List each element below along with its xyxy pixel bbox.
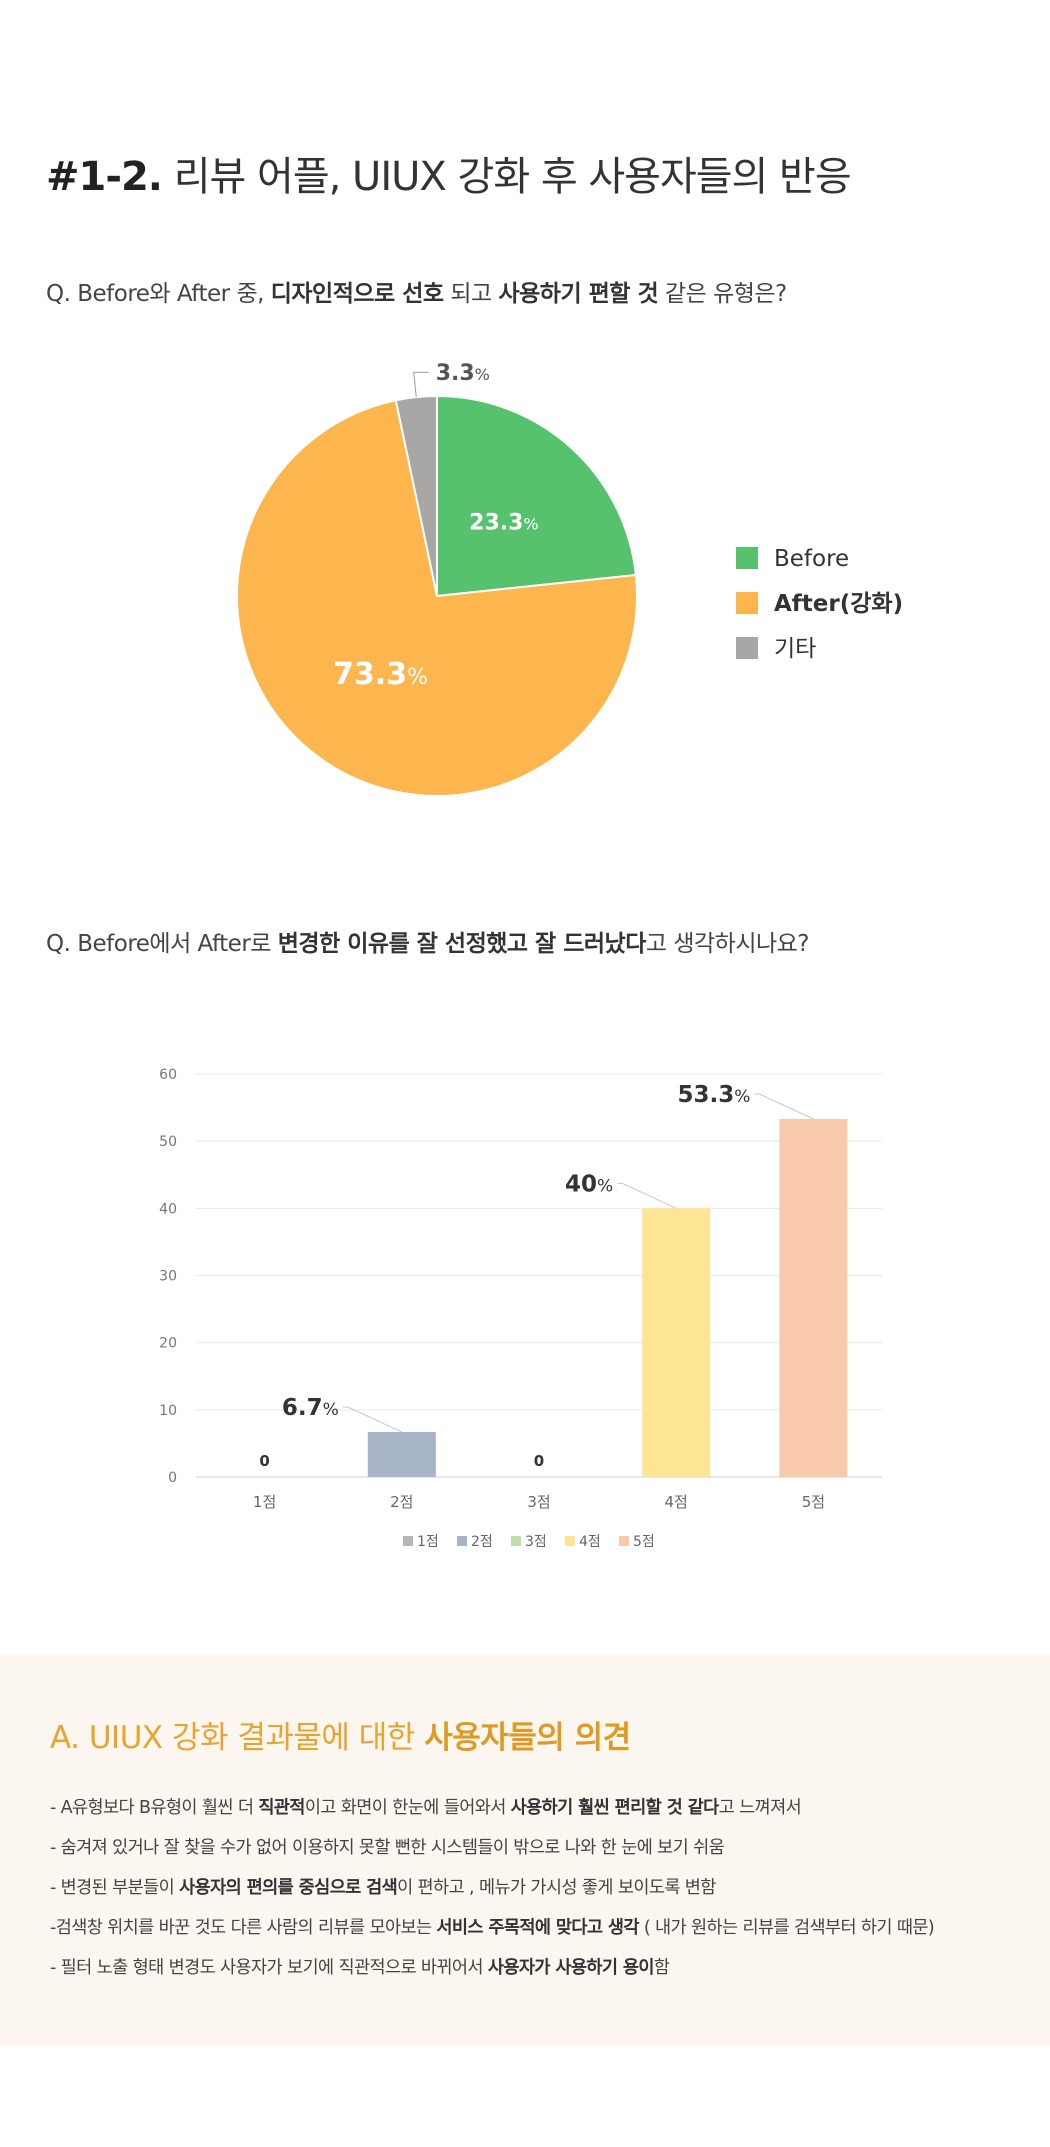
question-2-emphasis: 변경한 이유를 잘 선정했고 잘 드러났다 — [277, 931, 647, 957]
question-1-text: 되고 — [443, 281, 499, 307]
bar — [367, 1431, 436, 1477]
legend-swatch — [736, 592, 758, 614]
legend-label: 5점 — [633, 1534, 655, 1550]
question-2-text: 고 생각하시나요? — [645, 931, 810, 957]
legend-swatch — [565, 1536, 575, 1546]
leader-line — [754, 1093, 814, 1120]
bar — [779, 1119, 848, 1477]
question-1-text: 같은 유형은? — [658, 281, 787, 307]
opinion-heading-emphasis: 사용자들의 의견 — [424, 1720, 631, 1756]
y-tick-label: 30 — [159, 1269, 177, 1285]
opinion-heading: A. UIUX 강화 결과물에 대한 사용자들의 의견 — [50, 1712, 631, 1757]
legend-label: Before — [774, 546, 849, 572]
bar-value-label: 53.3% — [677, 1082, 750, 1108]
y-tick-label: 10 — [159, 1403, 177, 1419]
section-title: 리뷰 어플, UIUX 강화 후 사용자들의 반응 — [173, 154, 852, 200]
x-tick-label: 5점 — [802, 1493, 825, 1511]
legend-label: 2점 — [471, 1534, 493, 1550]
question-1-emphasis: 사용하기 편할 것 — [498, 281, 659, 307]
x-tick-label: 1점 — [253, 1493, 276, 1511]
question-1-emphasis: 디자인적으로 선호 — [270, 281, 444, 307]
legend-swatch — [619, 1536, 629, 1546]
bar-value-label: 0 — [259, 1452, 269, 1470]
x-tick-label: 3점 — [527, 1493, 550, 1511]
bar-chart: 0 10 20 30 40 50 60 0 1점 6.7% 2점 0 3점 40% 4점 53.3% 5점 1점 2… — [159, 1067, 882, 1550]
section-number: #1-2. — [46, 154, 163, 200]
bar-value-label: 40% — [565, 1171, 613, 1197]
legend-swatch — [736, 547, 758, 569]
bar-value-label: 6.7% — [282, 1395, 339, 1421]
leader-line — [617, 1182, 677, 1209]
question-1-text: Q. Before와 After 중, — [46, 281, 271, 307]
legend-label: 기타 — [774, 636, 816, 662]
page-title: #1-2. 리뷰 어플, UIUX 강화 후 사용자들의 반응 — [46, 144, 852, 202]
slice-label: 3.3% — [436, 361, 490, 386]
legend-swatch — [736, 637, 758, 659]
y-tick-label: 40 — [159, 1201, 177, 1217]
question-2: Q. Before에서 After로 변경한 이유를 잘 선정했고 잘 드러났다… — [46, 924, 810, 958]
legend-swatch — [457, 1536, 467, 1546]
x-tick-label: 4점 — [665, 1493, 688, 1511]
legend-label: After(강화) — [774, 591, 903, 617]
bar-value-label: 0 — [534, 1452, 544, 1470]
leader-line — [342, 1406, 403, 1433]
pie-slice — [436, 394, 637, 598]
y-tick-label: 60 — [159, 1067, 177, 1083]
opinion-item: - 숨겨져 있거나 잘 찾을 수가 없어 이용하지 못할 뻔한 시스템들이 밖으… — [50, 1838, 725, 1858]
bar — [642, 1208, 711, 1477]
question-2-text: Q. Before에서 After로 — [46, 931, 278, 957]
pie-slice — [394, 394, 438, 597]
slice-label: 23.3% — [469, 510, 538, 535]
pie-chart: 23.3% 73.3% 3.3% Before After(강화) 기타 — [236, 361, 903, 797]
opinion-item: - A유형보다 B유형이 훨씬 더 직관적이고 화면이 한눈에 들어와서 사용하… — [50, 1798, 802, 1818]
opinion-item: - 필터 노출 형태 변경도 사용자가 보기에 직관적으로 바뀌어서 사용자가 … — [50, 1958, 670, 1978]
legend-label: 3점 — [525, 1534, 547, 1550]
opinion-item: -검색창 위치를 바꾼 것도 다른 사람의 리뷰를 모아보는 서비스 주목적에 … — [50, 1918, 935, 1938]
leader-line — [413, 371, 429, 398]
pie-slice — [236, 399, 638, 797]
legend-label: 4점 — [579, 1534, 601, 1550]
legend-label: 1점 — [417, 1534, 439, 1550]
legend-swatch — [511, 1536, 521, 1546]
y-tick-label: 20 — [159, 1336, 177, 1352]
opinion-list: - A유형보다 B유형이 훨씬 더 직관적이고 화면이 한눈에 들어와서 사용하… — [50, 1798, 935, 1998]
slice-label: 73.3% — [333, 657, 428, 692]
y-tick-label: 50 — [159, 1134, 177, 1150]
opinion-section: A. UIUX 강화 결과물에 대한 사용자들의 의견 - A유형보다 B유형이… — [0, 1654, 1050, 2046]
legend-swatch — [403, 1536, 413, 1546]
x-tick-label: 2점 — [390, 1493, 413, 1511]
question-1: Q. Before와 After 중, 디자인적으로 선호 되고 사용하기 편할… — [46, 274, 787, 308]
y-tick-label: 0 — [168, 1470, 177, 1486]
opinion-heading-text: A. UIUX 강화 결과물에 대한 — [50, 1720, 425, 1756]
opinion-item: - 변경된 부분들이 사용자의 편의를 중심으로 검색이 편하고 , 메뉴가 가… — [50, 1878, 716, 1898]
